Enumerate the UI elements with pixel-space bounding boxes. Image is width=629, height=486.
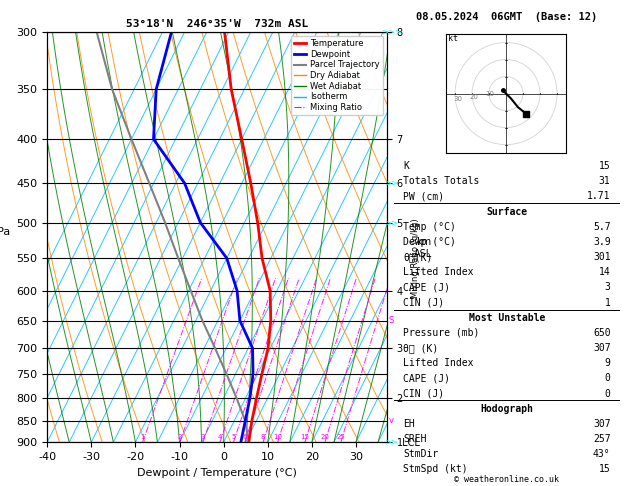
Text: 307: 307 (593, 419, 611, 429)
Text: 14: 14 (599, 267, 611, 277)
Text: Surface: Surface (486, 207, 528, 217)
Text: >>>: >>> (381, 27, 402, 36)
Text: 301: 301 (593, 252, 611, 262)
Text: Temp (°C): Temp (°C) (403, 222, 456, 232)
Text: 1: 1 (604, 297, 611, 308)
Text: >>: >> (384, 218, 398, 227)
Text: 15: 15 (599, 161, 611, 171)
Text: θᴇ(K): θᴇ(K) (403, 252, 433, 262)
Text: Pressure (mb): Pressure (mb) (403, 328, 480, 338)
Text: >>: >> (384, 179, 398, 188)
Text: 3: 3 (201, 434, 205, 440)
Legend: Temperature, Dewpoint, Parcel Trajectory, Dry Adiabat, Wet Adiabat, Isotherm, Mi: Temperature, Dewpoint, Parcel Trajectory… (291, 36, 382, 115)
Text: EH: EH (403, 419, 415, 429)
Text: Dewp (°C): Dewp (°C) (403, 237, 456, 247)
Text: 08.05.2024  06GMT  (Base: 12): 08.05.2024 06GMT (Base: 12) (416, 12, 597, 22)
Text: PW (cm): PW (cm) (403, 191, 445, 202)
Text: 31: 31 (599, 176, 611, 186)
Text: >>: >> (384, 438, 398, 447)
Text: 1: 1 (140, 434, 145, 440)
Y-axis label: hPa: hPa (0, 227, 10, 237)
Y-axis label: km
ASL: km ASL (414, 237, 432, 259)
Text: CAPE (J): CAPE (J) (403, 373, 450, 383)
Text: 3.9: 3.9 (593, 237, 611, 247)
Text: © weatheronline.co.uk: © weatheronline.co.uk (454, 474, 559, 484)
Text: 4: 4 (218, 434, 222, 440)
Text: Mixing Ratio (g/kg): Mixing Ratio (g/kg) (411, 218, 420, 298)
Text: 10: 10 (273, 434, 282, 440)
X-axis label: Dewpoint / Temperature (°C): Dewpoint / Temperature (°C) (137, 468, 297, 478)
Text: 5.7: 5.7 (593, 222, 611, 232)
Text: 257: 257 (593, 434, 611, 444)
Text: CIN (J): CIN (J) (403, 297, 445, 308)
Text: Lifted Index: Lifted Index (403, 267, 474, 277)
Text: 6: 6 (243, 434, 247, 440)
Text: 650: 650 (593, 328, 611, 338)
Text: 0: 0 (604, 388, 611, 399)
Text: 9: 9 (604, 358, 611, 368)
Text: Hodograph: Hodograph (481, 404, 533, 414)
Text: 20: 20 (469, 94, 478, 100)
Text: 0: 0 (604, 373, 611, 383)
Text: Most Unstable: Most Unstable (469, 312, 545, 323)
Text: CIN (J): CIN (J) (403, 388, 445, 399)
Text: 307: 307 (593, 343, 611, 353)
Text: θᴇ (K): θᴇ (K) (403, 343, 438, 353)
Text: 15: 15 (301, 434, 309, 440)
Text: CAPE (J): CAPE (J) (403, 282, 450, 293)
Text: 3: 3 (604, 282, 611, 293)
Text: 1.71: 1.71 (587, 191, 611, 202)
Title: 53°18'N  246°35'W  732m ASL: 53°18'N 246°35'W 732m ASL (126, 19, 308, 30)
Text: Lifted Index: Lifted Index (403, 358, 474, 368)
Text: 10: 10 (486, 91, 494, 97)
Text: K: K (403, 161, 409, 171)
Text: 20: 20 (321, 434, 330, 440)
Text: 25: 25 (337, 434, 345, 440)
Text: 43°: 43° (593, 449, 611, 459)
Text: 5: 5 (231, 434, 236, 440)
Text: 2: 2 (177, 434, 182, 440)
Text: Totals Totals: Totals Totals (403, 176, 480, 186)
Text: StmDir: StmDir (403, 449, 438, 459)
Text: kt: kt (448, 34, 458, 43)
Text: 8: 8 (261, 434, 265, 440)
Text: 30: 30 (453, 96, 462, 102)
Text: v: v (389, 417, 394, 425)
Text: S: S (389, 316, 394, 325)
Text: 15: 15 (599, 464, 611, 474)
Text: StmSpd (kt): StmSpd (kt) (403, 464, 468, 474)
Text: SREH: SREH (403, 434, 427, 444)
